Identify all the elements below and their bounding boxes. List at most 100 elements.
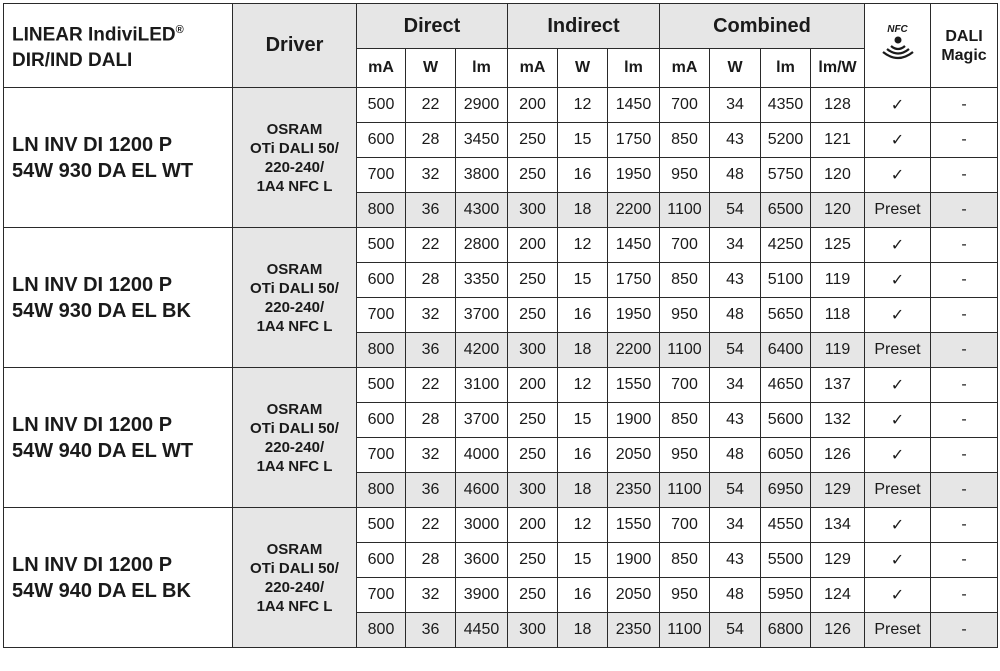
value-cell: 850 bbox=[659, 262, 710, 298]
subcol-header-w: W bbox=[557, 48, 608, 88]
subcol-header-lm: lm bbox=[607, 48, 660, 88]
dali-line-1: DALI bbox=[945, 27, 983, 45]
dali-magic-cell: - bbox=[930, 332, 998, 368]
dali-line-2: Magic bbox=[941, 46, 987, 64]
value-cell: 250 bbox=[507, 157, 558, 193]
value-cell: 1550 bbox=[607, 367, 660, 403]
value-cell: 121 bbox=[810, 122, 865, 158]
value-cell: 6050 bbox=[760, 437, 811, 473]
dali-magic-header: DALI Magic bbox=[930, 3, 998, 88]
value-cell: 134 bbox=[810, 507, 865, 543]
value-cell: 800 bbox=[356, 332, 406, 368]
value-cell: 600 bbox=[356, 262, 406, 298]
product-name-line-2: 54W 930 DA EL BK bbox=[12, 299, 191, 322]
value-cell: 1950 bbox=[607, 297, 660, 333]
combined-header: Combined bbox=[659, 3, 865, 49]
value-cell: 3450 bbox=[455, 122, 508, 158]
value-cell: 34 bbox=[709, 507, 761, 543]
value-cell: 1450 bbox=[607, 227, 660, 263]
value-cell: 950 bbox=[659, 157, 710, 193]
driver-line: 1A4 NFC L bbox=[256, 597, 333, 615]
driver-line: OSRAM bbox=[266, 540, 323, 558]
value-cell: 850 bbox=[659, 122, 710, 158]
value-cell: 250 bbox=[507, 122, 558, 158]
value-cell: 36 bbox=[405, 192, 456, 228]
value-cell: 36 bbox=[405, 612, 456, 648]
value-cell: 800 bbox=[356, 192, 406, 228]
value-cell: 700 bbox=[659, 507, 710, 543]
value-cell: 850 bbox=[659, 402, 710, 438]
value-cell: 2200 bbox=[607, 332, 660, 368]
indirect-header: Indirect bbox=[507, 3, 660, 49]
subcol-header-lm: lm bbox=[455, 48, 508, 88]
value-cell: 34 bbox=[709, 87, 761, 123]
value-cell: 129 bbox=[810, 472, 865, 508]
value-cell: 2050 bbox=[607, 577, 660, 613]
value-cell: 3700 bbox=[455, 297, 508, 333]
driver-line: OTi DALI 50/ bbox=[250, 139, 339, 157]
value-cell: 2900 bbox=[455, 87, 508, 123]
value-cell: 200 bbox=[507, 507, 558, 543]
value-cell: 18 bbox=[557, 472, 608, 508]
value-cell: 22 bbox=[405, 367, 456, 403]
driver-line: 220-240/ bbox=[264, 158, 325, 176]
value-cell: 12 bbox=[557, 87, 608, 123]
table-row: 800 36 4450 300 18 2350 1100 54 6800 126 Preset - bbox=[4, 612, 998, 648]
dali-magic-cell: - bbox=[930, 192, 998, 228]
value-cell: 119 bbox=[810, 332, 865, 368]
value-cell: 250 bbox=[507, 542, 558, 578]
registered-mark: ® bbox=[175, 24, 184, 37]
dali-magic-cell: - bbox=[930, 122, 998, 158]
value-cell: 4250 bbox=[760, 227, 811, 263]
value-cell: 54 bbox=[709, 332, 761, 368]
value-cell: 250 bbox=[507, 577, 558, 613]
value-cell: 4200 bbox=[455, 332, 508, 368]
driver-name: OSRAM OTi DALI 50/220-240/1A4 NFC L bbox=[232, 87, 357, 228]
value-cell: 22 bbox=[405, 507, 456, 543]
value-cell: 1750 bbox=[607, 262, 660, 298]
value-cell: 43 bbox=[709, 122, 761, 158]
driver-line: OTi DALI 50/ bbox=[250, 419, 339, 437]
value-cell: 1100 bbox=[659, 192, 710, 228]
product-name: LN INV DI 1200 P 54W 940 DA EL WT bbox=[3, 367, 233, 508]
table-row: LN INV DI 1200 P 54W 930 DA EL BK OSRAM OTi… bbox=[3, 227, 998, 368]
value-cell: 36 bbox=[405, 332, 456, 368]
driver-line: 220-240/ bbox=[264, 438, 325, 456]
value-cell: 18 bbox=[557, 332, 608, 368]
value-cell: 3350 bbox=[455, 262, 508, 298]
value-cell: 1100 bbox=[659, 612, 710, 648]
dali-magic-cell: - bbox=[930, 577, 998, 613]
value-cell: 16 bbox=[557, 157, 608, 193]
nfc-cell: ✓ bbox=[864, 507, 931, 543]
subcol-header-lm: lm bbox=[760, 48, 811, 88]
value-cell: 132 bbox=[810, 402, 865, 438]
driver-line: OSRAM bbox=[266, 260, 323, 278]
driver-line: 220-240/ bbox=[264, 578, 325, 596]
value-cell: 36 bbox=[405, 472, 456, 508]
product-name-line-1: LN INV DI 1200 P bbox=[12, 413, 173, 436]
dali-magic-cell: - bbox=[930, 437, 998, 473]
direct-header: Direct bbox=[356, 3, 508, 49]
table-row: 600 28 3350 250 15 1750 850 43 5100 119 ✓ - bbox=[4, 262, 998, 298]
table-row: 800 36 4300 300 18 2200 1100 54 6500 120 Preset - bbox=[4, 192, 998, 228]
value-cell: 15 bbox=[557, 542, 608, 578]
value-cell: 950 bbox=[659, 437, 710, 473]
table-row: 600 28 3700 250 15 1900 850 43 5600 132 ✓ - bbox=[4, 402, 998, 438]
value-cell: 200 bbox=[507, 87, 558, 123]
table-row: 600 28 3600 250 15 1900 850 43 5500 129 ✓ - bbox=[4, 542, 998, 578]
value-cell: 118 bbox=[810, 297, 865, 333]
table-row: LN INV DI 1200 P 54W 930 DA EL WT OSRAM OTi… bbox=[3, 87, 998, 228]
value-cell: 15 bbox=[557, 122, 608, 158]
value-cell: 5650 bbox=[760, 297, 811, 333]
value-cell: 4350 bbox=[760, 87, 811, 123]
value-cell: 129 bbox=[810, 542, 865, 578]
value-cell: 34 bbox=[709, 227, 761, 263]
value-cell: 1900 bbox=[607, 542, 660, 578]
product-name-line-2: 54W 930 DA EL WT bbox=[12, 159, 194, 182]
driver-header: Driver bbox=[232, 3, 357, 88]
value-cell: 3900 bbox=[455, 577, 508, 613]
value-cell: 4600 bbox=[455, 472, 508, 508]
value-cell: 126 bbox=[810, 612, 865, 648]
value-cell: 28 bbox=[405, 402, 456, 438]
title-line-1: LINEAR IndiviLED bbox=[12, 24, 176, 46]
